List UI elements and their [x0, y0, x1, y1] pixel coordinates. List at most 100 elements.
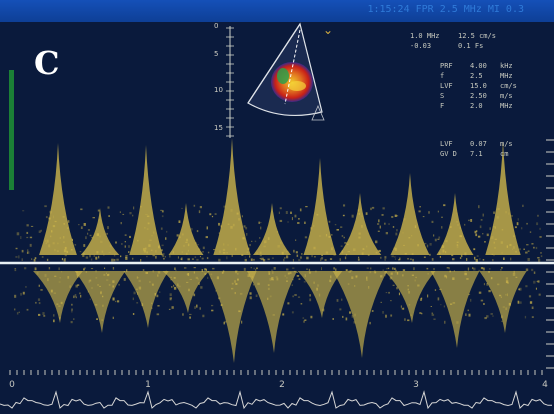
spectrum-speckle	[44, 240, 47, 242]
spectrum-speckle	[71, 309, 73, 313]
spectrum-speckle	[138, 286, 142, 290]
spectrum-speckle	[133, 206, 135, 210]
spectrum-speckle	[408, 291, 410, 294]
spectrum-speckle	[366, 279, 368, 281]
spectrum-speckle	[85, 271, 88, 273]
spectrum-speckle	[222, 252, 226, 254]
spectrum-speckle	[451, 254, 454, 257]
spectrum-speckle	[304, 236, 308, 239]
spectrum-peak-up	[39, 143, 77, 255]
spectrum-speckle	[456, 321, 459, 324]
spectrum-speckle	[333, 267, 335, 269]
spectrum-speckle	[450, 303, 453, 305]
spectrum-speckle	[394, 267, 396, 270]
spectrum-speckle	[187, 249, 189, 252]
spectrum-speckle	[526, 244, 529, 246]
spectrum-peak-down	[246, 271, 298, 353]
spectrum-speckle	[98, 219, 101, 221]
spectrum-speckle	[402, 274, 404, 277]
spectrum-speckle	[528, 295, 532, 298]
spectrum-speckle	[459, 235, 462, 238]
spectrum-speckle	[48, 244, 51, 248]
spectrum-speckle	[57, 242, 59, 245]
spectrum-speckle	[482, 267, 485, 269]
spectrum-speckle	[272, 271, 274, 274]
spectrum-speckle	[533, 271, 536, 274]
spectrum-speckle	[486, 315, 489, 318]
spectrum-speckle	[256, 267, 258, 270]
spectrum-speckle	[366, 245, 368, 248]
spectrum-speckle	[165, 237, 167, 240]
spectrum-speckle	[48, 267, 51, 270]
readout-value: 2.5	[470, 72, 483, 80]
spectrum-speckle	[329, 258, 333, 260]
spectrum-speckle	[358, 232, 361, 235]
spectrum-speckle	[100, 290, 102, 293]
spectrum-speckle	[538, 258, 541, 262]
spectrum-speckle	[123, 278, 126, 281]
spectrum-speckle	[71, 303, 73, 306]
spectrum-speckle	[136, 288, 138, 291]
spectrum-speckle	[325, 234, 328, 237]
spectrum-speckle	[373, 270, 376, 274]
spectrum-speckle	[247, 274, 250, 277]
spectrum-speckle	[417, 284, 420, 287]
spectrum-speckle	[235, 271, 237, 274]
spectrum-speckle	[124, 245, 126, 248]
spectrum-speckle	[470, 219, 473, 222]
spectrum-speckle	[318, 293, 321, 297]
color-flow-sector	[247, 22, 325, 121]
spectrum-speckle	[249, 292, 252, 295]
spectrum-speckle	[442, 249, 445, 253]
spectrum-speckle	[536, 222, 539, 226]
spectrum-speckle	[286, 280, 288, 282]
spectrum-speckle	[267, 258, 270, 261]
spectrum-speckle	[268, 271, 270, 274]
spectrum-speckle	[221, 271, 224, 274]
spectrum-speckle	[335, 272, 337, 274]
spectrum-speckle	[101, 250, 104, 253]
spectrum-speckle	[295, 239, 297, 241]
spectrum-speckle	[193, 293, 196, 297]
spectrum-speckle	[226, 252, 228, 254]
spectrum-speckle	[163, 257, 165, 260]
spectrum-speckle	[251, 240, 253, 242]
spectrum-speckle	[124, 241, 126, 243]
spectrum-speckle	[538, 293, 541, 296]
spectrum-speckle	[476, 230, 478, 233]
spectrum-speckle	[156, 294, 159, 298]
spectrum-speckle	[506, 245, 508, 248]
spectrum-speckle	[189, 316, 191, 319]
spectrum-speckle	[97, 209, 100, 212]
spectrum-speckle	[464, 252, 467, 256]
spectrum-speckle	[126, 269, 128, 272]
spectrum-speckle	[50, 289, 53, 293]
spectrum-speckle	[357, 258, 360, 261]
spectrum-speckle	[54, 248, 56, 252]
spectrum-speckle	[537, 257, 540, 259]
spectrum-speckle	[243, 225, 246, 228]
spectrum-speckle	[466, 278, 469, 280]
spectrum-speckle	[277, 244, 280, 248]
spectrum-speckle	[286, 255, 289, 259]
spectrum-speckle	[505, 280, 509, 283]
spectrum-speckle	[508, 212, 510, 215]
spectrum-speckle	[501, 229, 504, 231]
spectrum-speckle	[116, 258, 119, 261]
spectrum-speckle	[287, 302, 290, 305]
spectrum-speckle	[523, 248, 525, 250]
spectrum-speckle	[249, 244, 251, 247]
spectrum-speckle	[410, 314, 412, 317]
spectrum-speckle	[480, 267, 484, 270]
spectrum-speckle	[67, 220, 70, 223]
spectrum-speckle	[91, 237, 94, 239]
spectrum-speckle	[309, 298, 312, 302]
spectrum-speckle	[196, 258, 199, 261]
spectrum-speckle	[276, 277, 279, 281]
spectrum-speckle	[241, 254, 244, 256]
spectrum-speckle	[434, 238, 437, 242]
sector-probe-icon: ⌄	[323, 23, 333, 37]
spectrum-speckle	[237, 278, 239, 281]
spectrum-speckle	[482, 233, 484, 235]
spectrum-speckle	[295, 271, 298, 273]
